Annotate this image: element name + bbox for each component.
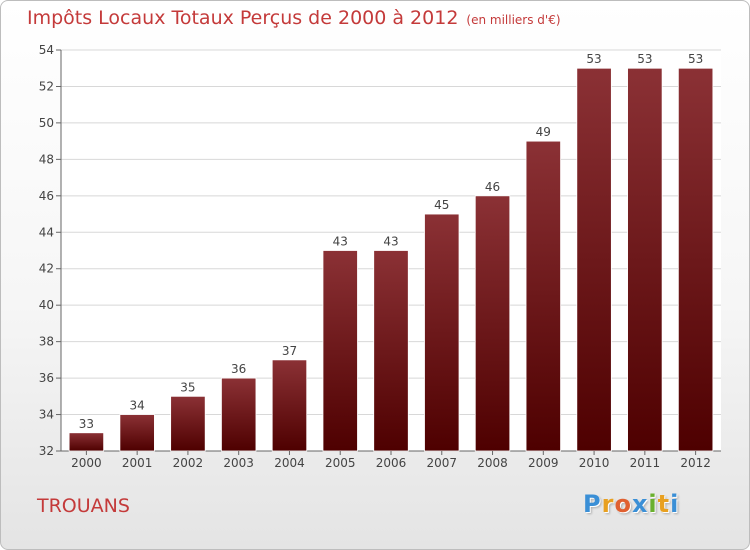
data-label: 43: [383, 235, 398, 249]
logo-letter: P: [583, 490, 602, 518]
data-label: 53: [688, 52, 703, 66]
data-label: 53: [586, 52, 601, 66]
data-label: 43: [333, 235, 348, 249]
bar: [170, 395, 206, 452]
x-tick-label: 2011: [630, 456, 661, 470]
bar: [271, 359, 308, 452]
bar: [474, 195, 511, 452]
x-tick-label: 2010: [579, 456, 610, 470]
logo-letter: r: [601, 490, 615, 518]
bar: [627, 67, 663, 452]
bar: [68, 432, 105, 452]
logo-letter: o: [614, 490, 632, 518]
data-label: 46: [485, 180, 500, 194]
y-tick-label: 34: [39, 408, 54, 422]
x-tick-label: 2003: [223, 456, 254, 470]
y-tick-label: 36: [39, 371, 54, 385]
bar: [525, 140, 561, 452]
bar: [221, 377, 257, 452]
chart-subtitle: (en milliers d'€): [466, 13, 561, 27]
data-label: 37: [282, 344, 297, 358]
y-tick-label: 32: [39, 444, 54, 458]
data-label: 34: [130, 399, 145, 413]
chart-title: Impôts Locaux Totaux Perçus de 2000 à 20…: [27, 7, 561, 29]
y-tick-label: 40: [39, 298, 54, 312]
data-label: 45: [434, 198, 449, 212]
logo-letter: t: [657, 490, 671, 518]
bar: [677, 67, 714, 452]
y-tick-label: 42: [39, 262, 54, 276]
x-tick-label: 2001: [122, 456, 153, 470]
x-tick-label: 2005: [325, 456, 356, 470]
data-label: 33: [79, 417, 94, 431]
logo-letter: i: [670, 490, 680, 518]
x-tick-label: 2008: [477, 456, 508, 470]
x-tick-label: 2000: [71, 456, 102, 470]
data-label: 49: [536, 125, 551, 139]
logo-letter: i: [648, 490, 658, 518]
y-tick-label: 52: [39, 79, 54, 93]
bar: [119, 414, 155, 452]
data-label: 35: [180, 380, 195, 394]
x-tick-label: 2006: [376, 456, 407, 470]
y-tick-label: 44: [39, 225, 54, 239]
chart-title-text: Impôts Locaux Totaux Perçus de 2000 à 20…: [27, 7, 459, 29]
bar: [576, 67, 612, 452]
y-tick-label: 46: [39, 189, 54, 203]
bar: [322, 250, 358, 452]
data-label: 36: [231, 362, 246, 376]
x-tick-label: 2004: [274, 456, 305, 470]
bar: [424, 213, 460, 452]
bar: [373, 250, 409, 452]
y-tick-label: 38: [39, 335, 54, 349]
y-tick-label: 48: [39, 152, 54, 166]
logo-letter: x: [631, 490, 649, 518]
y-tick-label: 50: [39, 116, 54, 130]
data-label: 53: [637, 52, 652, 66]
x-tick-label: 2012: [680, 456, 711, 470]
proxiti-logo: Proxiti: [583, 490, 679, 518]
x-tick-label: 2007: [426, 456, 457, 470]
y-tick-label: 54: [39, 43, 54, 57]
place-label: TROUANS: [37, 495, 130, 517]
x-tick-label: 2009: [528, 456, 559, 470]
x-tick-label: 2002: [173, 456, 204, 470]
